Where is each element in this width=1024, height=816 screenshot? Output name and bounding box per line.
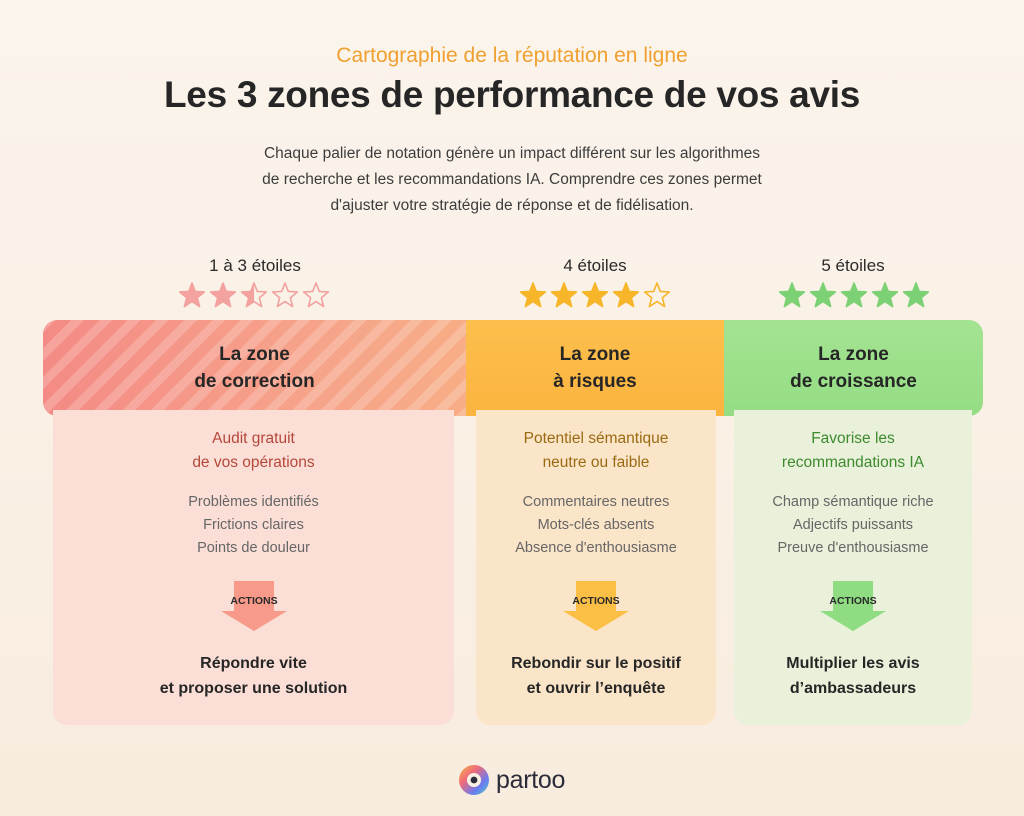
subtitle-eyebrow: Cartographie de la réputation en ligne — [336, 44, 688, 67]
star-filled-icon — [612, 282, 640, 308]
zone-subtitle-line: Audit gratuit — [212, 430, 295, 447]
zone-subtitle-line: Potentiel sémantique — [523, 430, 669, 447]
zone-action: Rebondir sur le positif et ouvrir l’enqu… — [476, 651, 716, 701]
actions-label: ACTIONS — [230, 595, 278, 607]
star-empty-icon — [643, 282, 671, 308]
star-filled-icon — [581, 282, 609, 308]
list-item: Absence d'enthousiasme — [515, 540, 677, 556]
zone-subtitle: Favorise les recommandations IA — [734, 427, 972, 475]
partoo-logo: partoo — [458, 764, 565, 796]
list-item: Problèmes identifiés — [188, 494, 319, 510]
partoo-logo-icon — [459, 765, 489, 795]
zone-subtitle-line: recommandations IA — [781, 454, 925, 471]
actions-arrow-icon: ACTIONS — [219, 581, 289, 633]
rating-label-correction: 1 à 3 étoiles — [209, 256, 301, 275]
intro-text: Chaque palier de notation génère un impa… — [180, 141, 844, 219]
zone-subtitle: Audit gratuit de vos opérations — [53, 427, 454, 475]
zone-item-list: Champ sémantique riche Adjectifs puissan… — [734, 491, 972, 560]
zone-band-title: La zone — [818, 344, 889, 365]
zone-subtitle-line: Favorise les — [811, 430, 895, 447]
zone-band-correction: La zone de correction — [43, 320, 466, 416]
intro-line: d'ajuster votre stratégie de réponse et … — [330, 197, 694, 214]
zone-action-line: d’ambassadeurs — [789, 680, 917, 697]
list-item: Points de douleur — [197, 540, 310, 556]
actions-arrow-icon: ACTIONS — [818, 581, 888, 633]
zone-card-croissance: Favorise les recommandations IA Champ sé… — [734, 410, 972, 725]
zone-item-list: Commentaires neutres Mots-clés absents A… — [476, 491, 716, 560]
list-item: Preuve d'enthousiasme — [777, 540, 929, 556]
down-arrow-icon — [221, 581, 287, 631]
down-arrow-icon — [563, 581, 629, 631]
zone-subtitle: Potentiel sémantique neutre ou faible — [476, 427, 716, 475]
star-filled-icon — [840, 282, 868, 308]
intro-line: de recherche et les recommandations IA. … — [262, 171, 762, 188]
actions-label: ACTIONS — [829, 595, 877, 607]
logo-text: partoo — [496, 765, 566, 794]
star-filled-icon — [871, 282, 899, 308]
star-filled-icon — [809, 282, 837, 308]
star-filled-icon — [178, 282, 206, 308]
star-half-icon — [240, 282, 268, 308]
rating-label-croissance: 5 étoiles — [821, 256, 885, 275]
list-item: Mots-clés absents — [537, 517, 655, 533]
star-filled-icon — [519, 282, 547, 308]
zone-band-title: La zone — [219, 344, 290, 365]
zone-card-risques: Potentiel sémantique neutre ou faible Co… — [476, 410, 716, 725]
zone-action-line: et proposer une solution — [159, 680, 348, 697]
intro-line: Chaque palier de notation génère un impa… — [263, 145, 760, 162]
list-item: Commentaires neutres — [522, 494, 670, 510]
list-item: Frictions claires — [203, 517, 304, 533]
down-arrow-icon — [820, 581, 886, 631]
actions-arrow-icon: ACTIONS — [561, 581, 631, 633]
rating-label-risques: 4 étoiles — [563, 256, 627, 275]
star-filled-icon — [550, 282, 578, 308]
zone-card-correction: Audit gratuit de vos opérations Problème… — [53, 410, 454, 725]
star-filled-icon — [209, 282, 237, 308]
zone-action-line: Répondre vite — [200, 655, 307, 672]
actions-label: ACTIONS — [572, 595, 620, 607]
zone-band-title: de correction — [194, 371, 315, 392]
star-rating-correction — [177, 279, 336, 313]
star-filled-icon — [778, 282, 806, 308]
zone-action-line: et ouvrir l’enquête — [526, 680, 666, 697]
zone-subtitle-line: neutre ou faible — [542, 454, 650, 471]
star-empty-icon — [302, 282, 330, 308]
zone-band-title: La zone — [559, 344, 631, 365]
zone-action: Répondre vite et proposer une solution — [53, 651, 454, 701]
star-filled-icon — [902, 282, 930, 308]
zone-action-line: Multiplier les avis — [786, 655, 920, 672]
zone-band-title: de croissance — [790, 371, 917, 392]
star-rating-croissance — [777, 279, 936, 313]
list-item: Adjectifs puissants — [792, 517, 914, 533]
star-rating-risques — [518, 279, 677, 313]
zone-subtitle-line: de vos opérations — [192, 454, 315, 471]
zone-band-risques: La zone à risques — [466, 320, 724, 416]
zone-action-line: Rebondir sur le positif — [511, 655, 681, 672]
zone-action: Multiplier les avis d’ambassadeurs — [734, 651, 972, 701]
zone-band-croissance: La zone de croissance — [724, 320, 983, 416]
list-item: Champ sémantique riche — [772, 494, 934, 510]
page-title: Les 3 zones de performance de vos avis — [163, 74, 860, 115]
star-empty-icon — [271, 282, 299, 308]
zone-band-title: à risques — [553, 371, 637, 392]
zone-item-list: Problèmes identifiés Frictions claires P… — [53, 491, 454, 560]
